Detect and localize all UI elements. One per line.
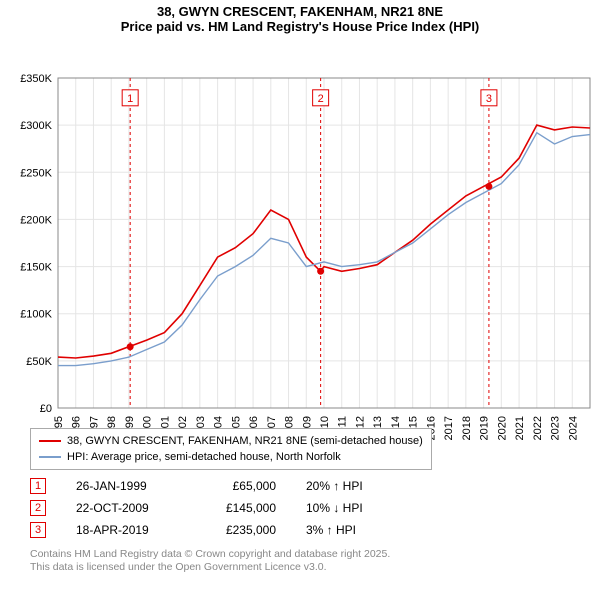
event-price: £65,000 [206, 479, 276, 493]
svg-text:£200K: £200K [20, 214, 52, 226]
svg-text:2017: 2017 [443, 416, 455, 440]
svg-text:2022: 2022 [532, 416, 544, 440]
chart-area: £0£50K£100K£150K£200K£250K£300K£350K1995… [0, 36, 600, 406]
event-delta: 3% ↑ HPI [306, 523, 396, 537]
event-delta: 10% ↓ HPI [306, 501, 396, 515]
svg-text:2018: 2018 [461, 416, 473, 440]
chart-title-block: 38, GWYN CRESCENT, FAKENHAM, NR21 8NE Pr… [0, 0, 600, 36]
event-date: 22-OCT-2009 [76, 501, 176, 515]
svg-text:£300K: £300K [20, 120, 52, 132]
event-id-box: 1 [30, 478, 46, 494]
footer-attribution: Contains HM Land Registry data © Crown c… [30, 548, 390, 574]
svg-text:2023: 2023 [550, 416, 562, 440]
event-row-1: 1 26-JAN-1999 £65,000 20% ↑ HPI [30, 475, 396, 497]
legend-label-property: 38, GWYN CRESCENT, FAKENHAM, NR21 8NE (s… [67, 435, 423, 447]
svg-text:£150K: £150K [20, 262, 52, 274]
legend-swatch-property [39, 440, 61, 442]
events-table: 1 26-JAN-1999 £65,000 20% ↑ HPI 2 22-OCT… [30, 475, 396, 541]
svg-text:£350K: £350K [20, 73, 52, 85]
event-id-box: 3 [30, 522, 46, 538]
chart-title-address: 38, GWYN CRESCENT, FAKENHAM, NR21 8NE [0, 4, 600, 19]
event-price: £235,000 [206, 523, 276, 537]
svg-text:£50K: £50K [26, 356, 52, 368]
svg-text:£100K: £100K [20, 309, 52, 321]
event-date: 18-APR-2019 [76, 523, 176, 537]
legend-item-hpi: HPI: Average price, semi-detached house,… [39, 449, 423, 465]
footer-line1: Contains HM Land Registry data © Crown c… [30, 548, 390, 561]
svg-text:2020: 2020 [496, 416, 508, 440]
svg-text:2024: 2024 [567, 416, 579, 440]
svg-text:2021: 2021 [514, 416, 526, 440]
legend: 38, GWYN CRESCENT, FAKENHAM, NR21 8NE (s… [30, 428, 432, 470]
svg-text:2019: 2019 [479, 416, 491, 440]
line-chart: £0£50K£100K£150K£200K£250K£300K£350K1995… [0, 36, 600, 456]
legend-label-hpi: HPI: Average price, semi-detached house,… [67, 451, 341, 463]
svg-text:£250K: £250K [20, 167, 52, 179]
event-row-3: 3 18-APR-2019 £235,000 3% ↑ HPI [30, 519, 396, 541]
footer-line2: This data is licensed under the Open Gov… [30, 561, 390, 574]
svg-text:£0: £0 [40, 403, 52, 415]
chart-title-desc: Price paid vs. HM Land Registry's House … [0, 19, 600, 34]
event-price: £145,000 [206, 501, 276, 515]
svg-text:2: 2 [318, 93, 324, 105]
svg-text:3: 3 [486, 93, 492, 105]
event-date: 26-JAN-1999 [76, 479, 176, 493]
legend-swatch-hpi [39, 456, 61, 458]
event-row-2: 2 22-OCT-2009 £145,000 10% ↓ HPI [30, 497, 396, 519]
event-id-box: 2 [30, 500, 46, 516]
event-delta: 20% ↑ HPI [306, 479, 396, 493]
svg-text:1: 1 [127, 93, 133, 105]
legend-item-property: 38, GWYN CRESCENT, FAKENHAM, NR21 8NE (s… [39, 433, 423, 449]
